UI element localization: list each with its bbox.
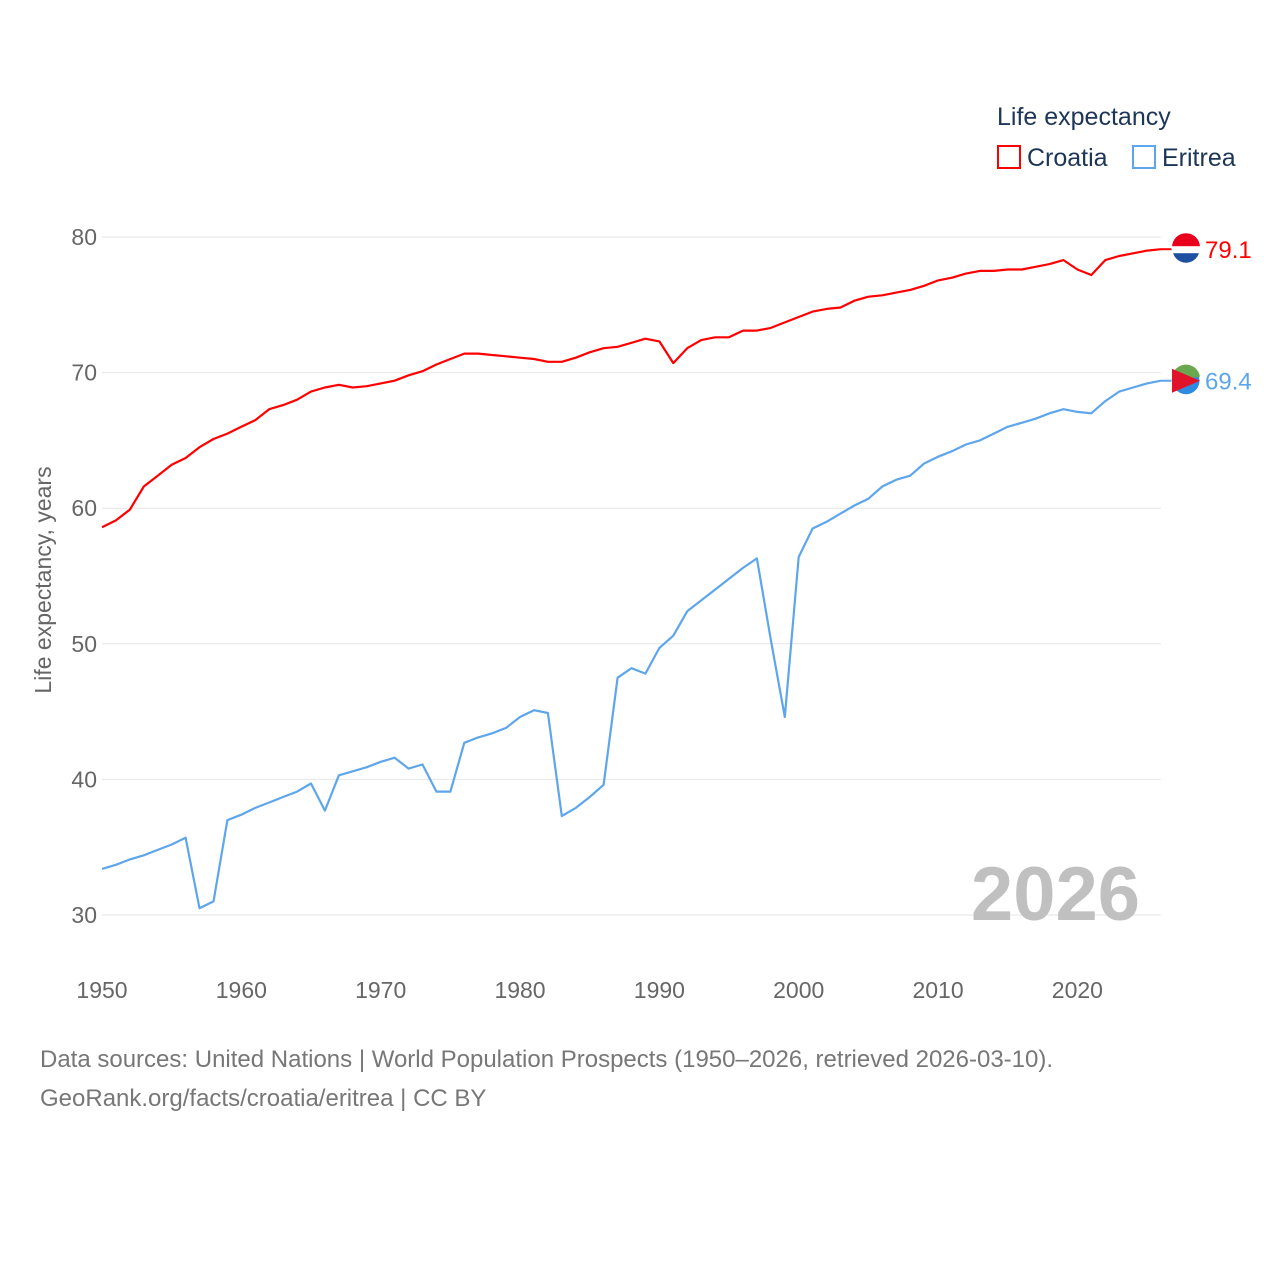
flag-triangle [1172,368,1200,393]
life-expectancy-chart: 30 40 50 60 70 80 1950 1960 1970 1980 1990 2000 2010… [30,103,1252,1003]
x-tick-label: 1990 [634,977,685,1003]
flag-stripe [1172,233,1200,248]
y-tick-label: 40 [71,766,97,792]
y-tick-label: 30 [71,902,97,928]
x-tick-label: 2000 [773,977,824,1003]
x-tick-label: 1960 [216,977,267,1003]
legend-swatch[interactable] [1132,145,1156,169]
legend-swatch[interactable] [997,145,1021,169]
x-tick-label: 2020 [1052,977,1103,1003]
x-tick-label: 2010 [912,977,963,1003]
y-tick-label: 60 [71,495,97,521]
source-link[interactable]: GeoRank.org/facts/croatia/eritrea | CC B… [40,1085,487,1112]
x-tick-label: 1970 [355,977,406,1003]
legend-label-croatia[interactable]: Croatia [1027,144,1108,172]
x-tick-label: 1950 [76,977,127,1003]
y-tick-label: 50 [71,631,97,657]
legend-title: Life expectancy [997,103,1171,131]
flag-stripe [1172,246,1200,254]
series-line-eritrea [101,379,1162,910]
series-line-croatia [101,248,1162,529]
legend-label-eritrea[interactable]: Eritrea [1162,144,1236,172]
x-tick-label: 1980 [494,977,545,1003]
source-note: Data sources: United Nations | World Pop… [40,1046,1054,1073]
end-value-label: 79.1 [1205,237,1252,264]
end-value-label: 69.4 [1205,369,1252,396]
year-watermark: 2026 [971,852,1140,937]
y-tick-label: 70 [71,360,97,386]
y-tick-label: 80 [71,224,97,250]
y-axis-label: Life expectancy, years [30,466,56,693]
